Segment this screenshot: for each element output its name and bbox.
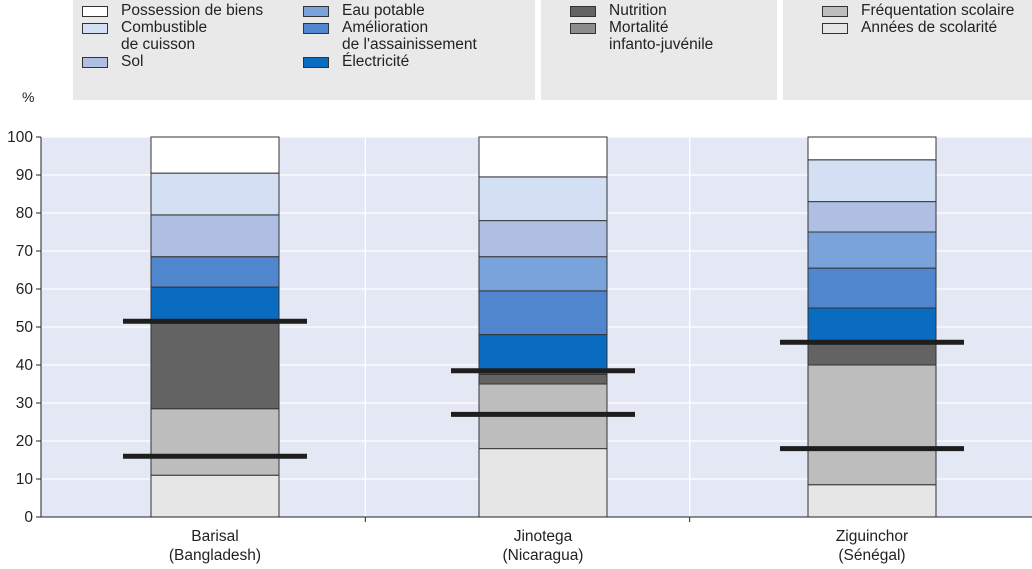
legend-swatch [303,23,329,34]
category-label: Jinotega (Nicaragua) [503,528,584,564]
bar-segment [150,214,280,258]
bar-segment [478,374,608,385]
bar-segment [150,474,280,518]
legend-label: Eau potable [342,2,425,19]
y-tick-label: 40 [16,357,34,374]
bar-segment [478,256,608,292]
legend-swatch [82,23,108,34]
y-tick-label: 10 [16,471,34,488]
bar-segment [807,201,937,233]
category-label: Ziguinchor (Sénégal) [836,528,908,564]
bar-segment [150,286,280,324]
bar-segment [807,307,937,345]
bar-segment [150,256,280,288]
legend: Possession de biens Combustible de cuisso… [0,0,1032,102]
y-tick-label: 70 [16,243,34,260]
y-tick-label: 30 [16,395,34,412]
bar-segment [807,484,937,518]
bar-segment [478,334,608,376]
legend-label: Sol [121,53,144,70]
y-tick-label: 90 [16,167,34,184]
bar-segment [478,220,608,258]
y-tick-label: 60 [16,281,34,298]
legend-label: Combustible de cuisson [121,19,208,53]
y-tick-label: 0 [24,509,33,526]
bar-segment [150,136,280,174]
legend-swatch [303,57,329,68]
y-tick-label: 50 [16,319,34,336]
legend-swatch [822,23,848,34]
y-tick-label: 100 [7,129,33,146]
y-tick-label: 80 [16,205,34,222]
legend-label: Électricité [342,53,410,70]
y-tick-label: 20 [16,433,34,450]
legend-swatch [82,6,108,17]
bar-segment [478,136,608,178]
bar-segment [478,448,608,518]
legend-label: Possession de biens [121,2,264,19]
legend-label: Années de scolarité [861,19,998,36]
legend-swatch [570,6,596,17]
legend-label: Nutrition [609,2,667,19]
y-unit-label: % [22,89,35,105]
bar-segment [478,176,608,222]
bar-segment [478,290,608,336]
bar-segment [150,322,280,410]
legend-swatch [82,57,108,68]
legend-label: Fréquentation scolaire [861,2,1015,19]
bar-segment [807,231,937,269]
legend-swatch [822,6,848,17]
category-label: Barisal (Bangladesh) [169,528,261,564]
bar-segment [150,408,280,476]
bar-segment [807,343,937,366]
bar-segment [150,172,280,216]
legend-swatch [570,23,596,34]
bar-segment [807,364,937,486]
bar-segment [807,136,937,161]
legend-label: Amélioration de l'assainissement [342,19,477,53]
legend-swatch [303,6,329,17]
legend-label: Mortalité infanto-juvénile [609,19,714,53]
bar-segment [807,267,937,309]
bar-segment [807,159,937,203]
